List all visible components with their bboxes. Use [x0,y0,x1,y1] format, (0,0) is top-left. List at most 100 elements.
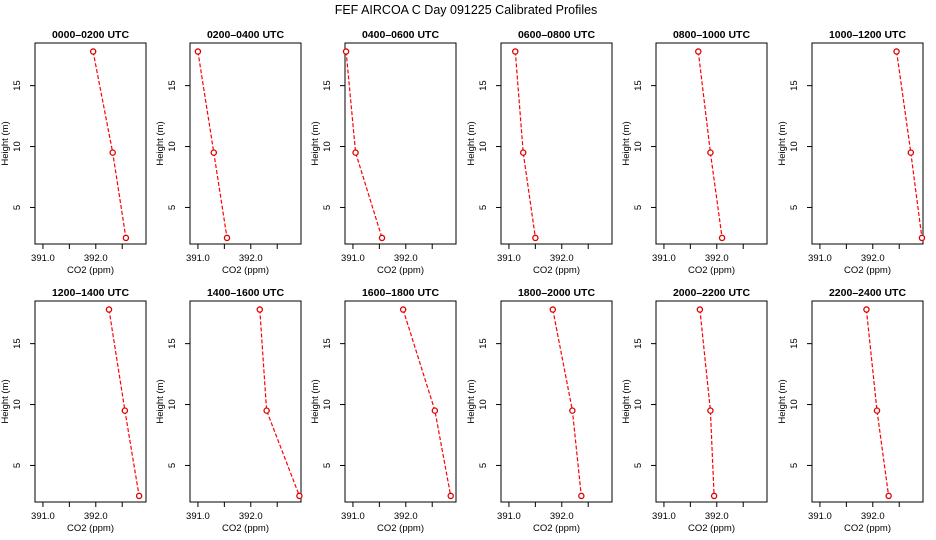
data-point [578,492,585,500]
panel: 1800–2000 UTC 391.0 392.0 5 10 15 CO2 (ppm) Hei… [466,287,613,534]
data-point [696,306,704,313]
y-axis-label: Height (m) [310,121,321,165]
panel-title: 0600–0800 UTC [518,29,595,41]
x-tick-label: 391.0 [652,511,676,522]
series-line [108,309,140,496]
x-tick-label: 391.0 [31,253,55,264]
y-tick-label: 15 [322,80,333,91]
data-point [718,234,726,242]
panels-grid: 0000–0200 UTC 391.0 392.0 5 10 15 CO2 (ppm) Hei… [0,29,926,534]
data-point [710,492,718,500]
panel: 1400–1600 UTC 391.0 392.0 5 10 15 CO2 (ppm) Hei… [155,287,303,534]
panel: 1000–1200 UTC 391.0 392.0 5 10 15 CO2 (ppm) Hei… [777,29,926,276]
series-line [345,51,383,239]
data-point [135,492,143,500]
plot-frame [344,42,457,245]
y-tick-label: 10 [12,399,23,410]
x-axis-label: CO2 (ppm) [844,523,891,534]
series-line [259,309,300,497]
figure-title: FEF AIRCOA C Day 091225 Calibrated Profi… [335,3,598,17]
series-line [197,51,228,238]
panel: 0200–0400 UTC 391.0 392.0 5 10 15 CO2 (ppm) Hei… [155,29,302,276]
x-tick-label: 391.0 [31,511,55,522]
plot-frame [189,42,302,245]
x-tick-label: 392.0 [705,253,729,264]
x-tick-label: 391.0 [186,511,210,522]
series-line [514,51,536,238]
y-tick-label: 10 [322,141,333,152]
x-tick-label: 392.0 [550,511,574,522]
data-point [256,306,264,313]
y-tick-label: 15 [633,338,644,349]
y-tick-label: 5 [789,205,800,210]
x-axis-label: CO2 (ppm) [688,265,735,276]
y-tick-label: 10 [478,141,489,152]
x-tick-label: 392.0 [394,511,418,522]
data-point [873,407,881,414]
panel: 2200–2400 UTC 391.0 392.0 5 10 15 CO2 (ppm) Hei… [777,287,924,534]
y-tick-label: 5 [478,205,489,210]
y-tick-label: 5 [12,463,23,468]
data-point [89,48,97,55]
x-axis-label: CO2 (ppm) [67,265,114,276]
plot-frame [189,300,302,503]
data-point [695,48,702,55]
y-tick-label: 15 [322,338,333,349]
data-point [893,48,900,55]
plot-frame [811,300,924,503]
x-tick-label: 392.0 [705,511,729,522]
x-tick-label: 392.0 [239,253,263,264]
y-tick-label: 15 [478,338,489,349]
x-axis-label: CO2 (ppm) [533,265,580,276]
x-tick-label: 392.0 [861,253,885,264]
data-point [210,149,218,156]
x-axis-label: CO2 (ppm) [222,265,269,276]
y-tick-label: 15 [789,80,800,91]
y-tick-label: 10 [167,141,178,152]
panel-title: 1400–1600 UTC [207,287,284,299]
data-point [519,149,527,156]
y-tick-label: 15 [12,338,23,349]
data-point [399,306,407,313]
panel-title: 2000–2200 UTC [673,287,750,299]
x-axis-label: CO2 (ppm) [533,523,580,534]
data-point [352,149,359,156]
data-point [512,48,519,55]
x-tick-label: 391.0 [497,253,521,264]
series-line [552,309,582,496]
panel: 0000–0200 UTC 391.0 392.0 5 10 15 CO2 (ppm) Hei… [0,29,147,276]
data-point [907,149,915,156]
x-tick-label: 391.0 [341,511,365,522]
x-axis-label: CO2 (ppm) [377,523,424,534]
plot-frame [655,42,768,245]
panel-title: 0400–0600 UTC [362,29,439,41]
data-point [223,234,231,242]
series-line [699,309,715,496]
x-tick-label: 392.0 [84,511,108,522]
plot-frame [500,300,613,503]
x-tick-label: 392.0 [239,511,263,522]
y-tick-label: 10 [12,141,23,152]
y-tick-label: 10 [167,399,178,410]
plot-frame [34,42,147,245]
data-point [885,492,892,500]
plot-frame [344,300,457,503]
data-point [378,234,386,242]
x-axis-label: CO2 (ppm) [844,265,891,276]
panel-title: 0200–0400 UTC [207,29,284,41]
panel-title: 0800–1000 UTC [673,29,750,41]
series-line [865,309,890,496]
y-tick-label: 5 [322,463,333,468]
y-tick-label: 5 [322,205,333,210]
x-tick-label: 391.0 [652,253,676,264]
data-point [707,149,714,156]
y-tick-label: 5 [12,205,23,210]
x-axis-label: CO2 (ppm) [67,523,114,534]
data-point [532,234,539,242]
y-axis-label: Height (m) [466,121,477,165]
panel-title: 0000–0200 UTC [52,29,129,41]
y-tick-label: 10 [789,141,800,152]
y-axis-label: Height (m) [777,121,788,165]
x-tick-label: 392.0 [394,253,418,264]
data-point [263,407,270,414]
